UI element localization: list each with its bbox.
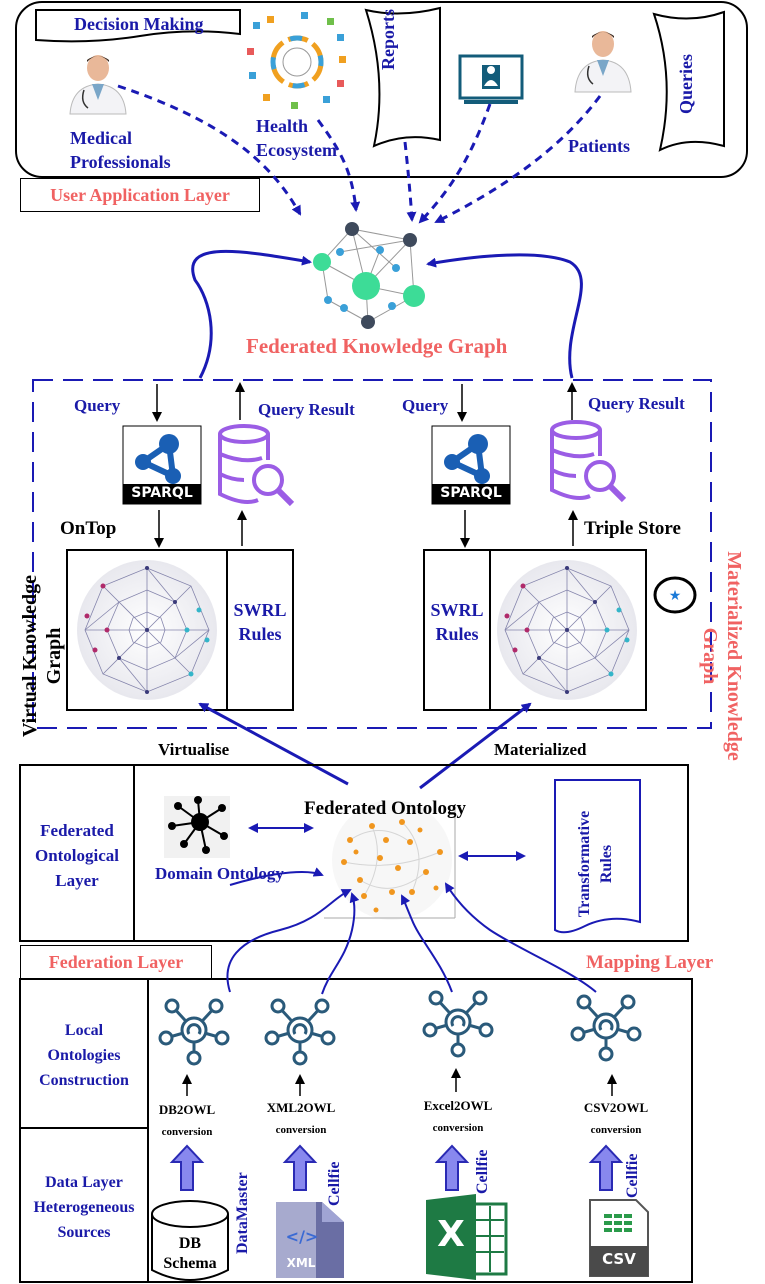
local-ontologies-label: Local Ontologies Construction <box>39 1022 129 1089</box>
doctor-icon-patients <box>574 31 632 93</box>
vkg-box <box>66 549 294 711</box>
vkg-query-label: Query <box>74 396 121 415</box>
transformative-rules-label: Transformative Rules <box>576 810 615 918</box>
arrow-patients-to-fkg <box>434 95 602 224</box>
sparql-text-right: SPARQL <box>440 485 502 501</box>
domain-ontology-icon <box>164 796 230 858</box>
ontology-hub-icon-db <box>158 998 230 1066</box>
monitor-icon <box>458 54 524 104</box>
cellfie-label-excel: Cellfie <box>474 1149 491 1194</box>
transformative-rules-shape <box>554 779 641 934</box>
mkg-query-label: Query <box>402 396 449 415</box>
knowledge-graph-dashed-region <box>32 379 712 729</box>
health-ecosystem-icon <box>247 12 346 109</box>
user-application-layer-box: User Application Layer <box>20 178 260 212</box>
arrow-materialize <box>419 702 532 790</box>
arrow-monitor-to-fkg <box>418 103 492 224</box>
federated-kg-title: Federated Knowledge Graph <box>246 334 508 358</box>
xml2owl-label: XML2OWL conversion <box>266 1100 336 1136</box>
medical-professionals-label: Medical Professionals <box>70 128 171 172</box>
vkg-swrl-label: SWRL Rules <box>233 600 287 644</box>
reports-shape <box>364 6 441 148</box>
ontological-layer-box <box>19 764 689 942</box>
sparql-text-left: SPARQL <box>131 485 193 501</box>
up-arrow-db <box>169 1144 205 1191</box>
database-search-icon-right <box>550 420 627 503</box>
db-schema-label: DB Schema <box>163 1235 217 1272</box>
csv-file-label: CSV <box>602 1250 636 1268</box>
svg-text:★: ★ <box>669 588 682 604</box>
federated-ontological-layer-label: Federated Ontological Layer <box>34 821 120 890</box>
arrow-excel-onto-to-fed <box>401 894 453 993</box>
mkg-box <box>423 549 647 711</box>
arrow-reports-to-fkg <box>403 141 417 222</box>
health-ecosystem-label: Health Ecosystem <box>256 116 337 160</box>
federated-ontology-label: Federated Ontology <box>304 798 467 819</box>
csv2owl-label: CSV2OWL conversion <box>583 1100 649 1136</box>
decision-making-banner <box>35 9 241 43</box>
arrow-medical-to-fkg <box>117 84 302 216</box>
xml-file-icon: </> <box>276 1202 344 1278</box>
triple-store-label: Triple Store <box>584 518 681 539</box>
database-search-icon-left <box>218 424 295 507</box>
database-cylinder-icon <box>151 1200 229 1281</box>
domain-ontology-label: Domain Ontology <box>155 864 284 883</box>
federated-kg-icon <box>313 222 425 329</box>
local-and-data-box <box>19 978 693 1283</box>
xml-file-label: XML <box>286 1256 316 1270</box>
cellfie-label-xml: Cellfie <box>326 1161 343 1206</box>
data-layer-label: Data Layer Heterogeneous Sources <box>33 1174 135 1241</box>
arrow-virtualise <box>198 702 349 786</box>
excel-x-label: X <box>437 1214 465 1255</box>
reports-label: Reports <box>378 9 398 70</box>
sparql-icon-left <box>122 425 202 505</box>
sphere-network-right <box>497 560 637 700</box>
queries-shape <box>652 10 725 152</box>
svg-text:</>: </> <box>286 1227 319 1246</box>
sphere-network-left <box>77 560 217 700</box>
up-arrow-xml <box>282 1144 318 1191</box>
ontop-label: OnTop <box>60 518 117 539</box>
up-arrow-csv <box>588 1144 624 1191</box>
vkg-query-result-label: Query Result <box>258 400 355 419</box>
excel2owl-label: Excel2OWL conversion <box>423 1098 493 1134</box>
arrow-mkg-to-fkg <box>426 253 583 379</box>
virtualise-label: Virtualise <box>158 740 230 759</box>
arrow-vkg-to-fkg <box>191 249 312 379</box>
mkg-query-result-label: Query Result <box>588 394 685 413</box>
materialized-label: Materialized <box>494 740 587 759</box>
arrow-db-onto-to-fed <box>226 889 352 993</box>
decision-making-label: Decision Making <box>74 14 204 34</box>
mkg-swrl-label: SWRL Rules <box>430 600 484 644</box>
virtual-kg-label: Virtual Knowledge Graph <box>19 574 65 738</box>
arrow-csv-onto-to-fed <box>444 882 597 993</box>
mapping-layer-label: Mapping Layer <box>586 952 714 973</box>
federated-ontology-icon <box>324 800 456 920</box>
patients-label: Patients <box>568 136 630 156</box>
up-arrow-excel <box>434 1144 470 1191</box>
materialized-kg-label: Materialized Knowledge Graph <box>699 551 745 761</box>
cellfie-label-csv: Cellfie <box>624 1153 641 1198</box>
federation-layer-box: Federation Layer <box>20 945 212 979</box>
star-circle-icon: ★ <box>653 576 697 614</box>
ontology-hub-icon-xml <box>264 998 336 1066</box>
user-application-layer-label: User Application Layer <box>50 185 230 205</box>
ontology-hub-icon-excel <box>422 990 494 1058</box>
arrow-xml-onto-to-fed <box>321 892 360 995</box>
federation-layer-label: Federation Layer <box>48 952 184 972</box>
user-application-container <box>15 1 748 178</box>
arrow-ecosystem-to-fkg <box>316 119 361 212</box>
ontology-hub-icon-csv <box>570 994 642 1062</box>
queries-label: Queries <box>676 54 696 114</box>
sparql-icon-right <box>431 425 511 505</box>
doctor-icon-medical <box>69 55 127 115</box>
csv-file-icon <box>589 1199 649 1277</box>
db2owl-label: DB2OWL conversion <box>158 1102 216 1138</box>
datamaster-label: DataMaster <box>234 1172 251 1254</box>
excel-icon <box>426 1194 508 1280</box>
